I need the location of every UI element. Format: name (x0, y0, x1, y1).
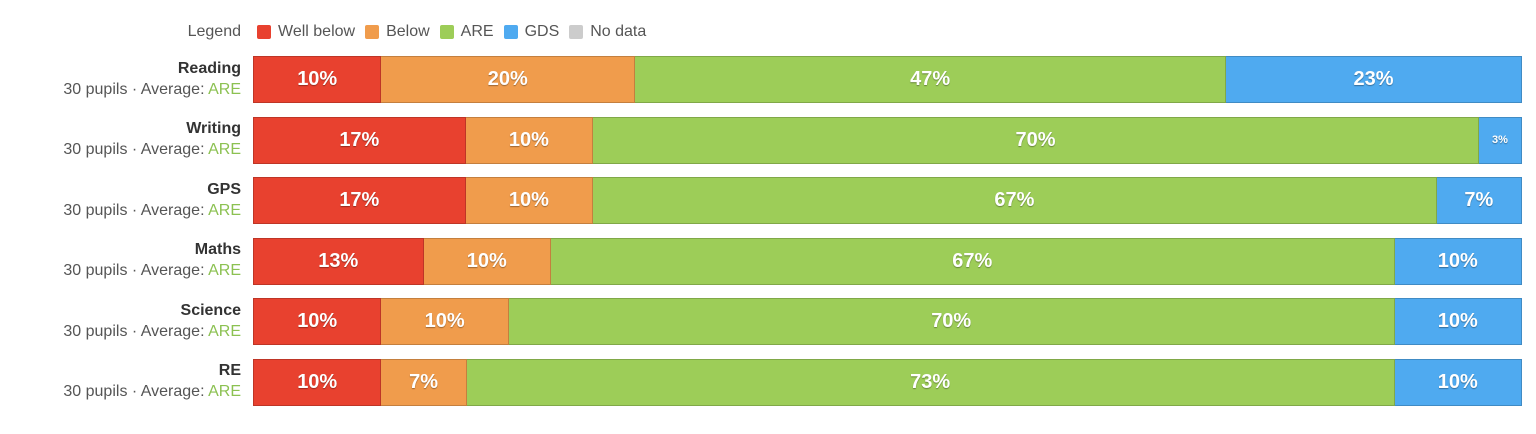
subject-summary: 30 pupils · Average: ARE (0, 321, 241, 343)
legend-swatch-icon (569, 25, 584, 39)
legend-label: GDS (524, 23, 560, 40)
average-grade: ARE (208, 383, 241, 400)
bar-segment-are[interactable]: 70% (508, 298, 1395, 345)
legend-item-well-below[interactable]: Well below (257, 23, 355, 41)
bar-segment-gds[interactable]: 23% (1226, 56, 1522, 103)
subject-name: Maths (194, 241, 241, 258)
subject-name: Writing (186, 120, 241, 137)
subject-summary: 30 pupils · Average: ARE (0, 381, 241, 403)
bar-segment-well-below[interactable]: 10% (253, 358, 382, 406)
stacked-bar: 10% 7% 73% 10% (253, 358, 1523, 406)
average-grade: ARE (208, 262, 241, 279)
subject-row-writing: Writing 30 pupils · Average: ARE 17% 10% 70%… (0, 116, 1523, 164)
bar-segment-below[interactable]: 10% (465, 116, 594, 164)
subject-summary: 30 pupils · Average: ARE (0, 139, 241, 161)
legend-swatch-icon (439, 25, 454, 39)
average-grade: ARE (208, 201, 241, 219)
row-label: Reading 30 pupils · Average: ARE (0, 56, 241, 103)
stacked-bar: 10% 20% 47% 23% (253, 56, 1522, 103)
subject-summary: 30 pupils · Average: ARE (0, 200, 241, 222)
bar-segment-below[interactable]: 10% (465, 177, 594, 224)
legend-item-below[interactable]: Below (365, 23, 430, 41)
legend-swatch-icon (365, 25, 380, 39)
bar-segment-gds[interactable]: 7% (1436, 177, 1523, 224)
bar-segment-well-below[interactable]: 17% (253, 177, 466, 224)
row-label: Maths 30 pupils · Average: ARE (0, 238, 241, 285)
bar-segment-gds[interactable]: 10% (1394, 298, 1523, 345)
subject-row-science: Science 30 pupils · Average: ARE 10% 10% 70%… (0, 298, 1523, 345)
pupil-count: 30 pupils · Average: (63, 383, 209, 400)
legend-label: Well below (278, 23, 356, 40)
pupil-count: 30 pupils · Average: (63, 262, 209, 279)
bar-segment-are[interactable]: 47% (635, 56, 1227, 103)
bar-segment-well-below[interactable]: 10% (253, 298, 382, 345)
legend: Legend Well below Below ARE GDS No data (0, 21, 656, 43)
stacked-bar-chart: Reading 30 pupils · Average: ARE 10% 20% 47%… (0, 56, 1523, 419)
stacked-bar: 10% 10% 70% 10% (253, 298, 1523, 345)
subject-row-reading: Reading 30 pupils · Average: ARE 10% 20% 47%… (0, 56, 1522, 103)
legend-label: No data (590, 23, 647, 40)
pupil-count: 30 pupils · Average: (63, 80, 209, 98)
subject-summary: 30 pupils · Average: ARE (0, 260, 241, 282)
legend-label: ARE (460, 23, 494, 40)
legend-items: Well below Below ARE GDS No data (257, 23, 656, 41)
bar-segment-are[interactable]: 67% (550, 237, 1395, 285)
subject-row-maths: Maths 30 pupils · Average: ARE 13% 10% 67% 10… (0, 237, 1523, 285)
pupil-count: 30 pupils · Average: (63, 322, 209, 340)
legend-title: Legend (187, 23, 241, 40)
bar-segment-below[interactable]: 10% (423, 237, 551, 285)
legend-item-no-data[interactable]: No data (569, 23, 646, 41)
subject-name: Science (180, 301, 241, 319)
bar-segment-gds[interactable]: 3% (1478, 116, 1523, 164)
bar-segment-gds[interactable]: 10% (1394, 237, 1523, 285)
bar-segment-are[interactable]: 70% (593, 116, 1479, 164)
legend-label: Below (386, 23, 430, 40)
bar-segment-below[interactable]: 10% (381, 298, 509, 345)
legend-item-are[interactable]: ARE (439, 23, 494, 41)
subject-row-gps: GPS 30 pupils · Average: ARE 17% 10% 67% 7% (0, 177, 1523, 224)
stacked-bar: 17% 10% 67% 7% (253, 177, 1523, 224)
row-label: GPS 30 pupils · Average: ARE (0, 177, 241, 224)
bar-segment-well-below[interactable]: 17% (253, 116, 466, 164)
average-grade: ARE (208, 141, 241, 158)
bar-segment-gds[interactable]: 10% (1394, 358, 1523, 406)
bar-segment-below[interactable]: 20% (381, 56, 636, 103)
bar-segment-are[interactable]: 73% (466, 358, 1395, 406)
bar-segment-well-below[interactable]: 13% (253, 237, 424, 285)
row-label: RE 30 pupils · Average: ARE (0, 359, 241, 406)
average-grade: ARE (208, 322, 241, 340)
pupil-count: 30 pupils · Average: (63, 141, 209, 158)
subject-row-re: RE 30 pupils · Average: ARE 10% 7% 73% 10% (0, 358, 1523, 406)
pupil-count: 30 pupils · Average: (63, 201, 209, 219)
legend-swatch-icon (503, 25, 518, 39)
bar-segment-are[interactable]: 67% (593, 177, 1437, 224)
bar-segment-below[interactable]: 7% (381, 358, 467, 406)
subject-summary: 30 pupils · Average: ARE (0, 79, 241, 101)
stacked-bar: 13% 10% 67% 10% (253, 237, 1523, 285)
legend-item-gds[interactable]: GDS (503, 23, 560, 41)
subject-name: GPS (207, 180, 241, 198)
row-label: Science 30 pupils · Average: ARE (0, 298, 241, 345)
legend-swatch-icon (257, 25, 271, 39)
row-label: Writing 30 pupils · Average: ARE (0, 117, 241, 164)
bar-segment-well-below[interactable]: 10% (253, 56, 382, 103)
subject-name: Reading (177, 59, 241, 77)
stacked-bar: 17% 10% 70% 3% (253, 116, 1523, 164)
subject-name: RE (218, 362, 241, 379)
average-grade: ARE (208, 80, 241, 98)
